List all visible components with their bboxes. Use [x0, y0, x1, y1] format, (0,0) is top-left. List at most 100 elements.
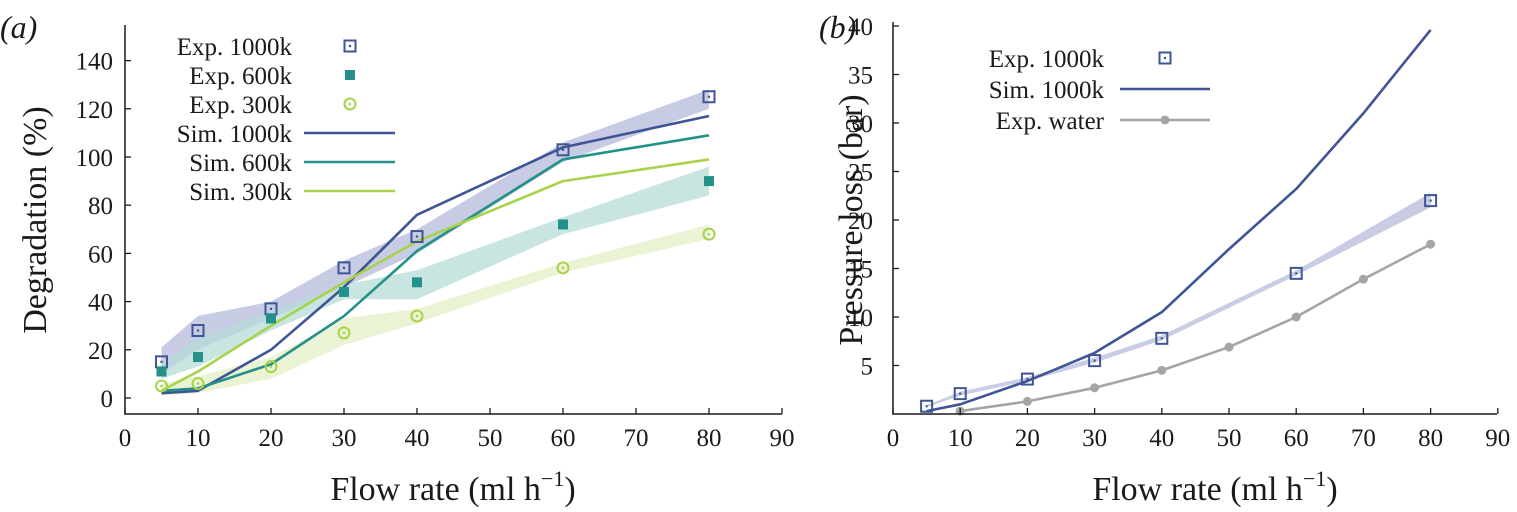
exp-water-point [1022, 396, 1032, 406]
exp-600k-point [156, 366, 167, 377]
legend-swatch-marker [1160, 115, 1170, 125]
x-tick-label: 20 [259, 425, 284, 452]
exp-600k-point [558, 219, 568, 230]
y-tick-label: 40 [88, 290, 113, 317]
legend-entry-sim-600k: Sim. 600k [189, 150, 395, 177]
exp-water-point [1358, 274, 1368, 284]
x-tick-label: 90 [1485, 425, 1510, 452]
y-tick-label: 80 [88, 193, 113, 220]
exp-1000k-point [410, 230, 424, 244]
legend-entry-sim-1000k: Sim. 1000k [177, 121, 395, 148]
exp-300k-band [161, 224, 709, 396]
legend-label: Exp. water [996, 108, 1105, 135]
y-tick-label: 140 [76, 49, 114, 76]
panel-b-markers [920, 194, 1438, 416]
x-tick-label: 60 [1284, 425, 1309, 452]
y-tick-label: 40 [848, 14, 873, 41]
exp-1000k-point [556, 143, 570, 157]
exp-300k-point [410, 309, 424, 323]
panel-b-legend: Exp. 1000k Sim. 1000k Exp. water [989, 46, 1210, 135]
y-tick-label: 120 [76, 97, 114, 124]
legend-entry-exp-600k: Exp. 600k [189, 63, 355, 90]
sim-300k-line [160, 158, 710, 392]
legend-label: Sim. 300k [189, 179, 292, 206]
panel-a-y-ticks: 0 20 40 60 80 100 120 140 [76, 49, 131, 413]
legend-label: Exp. 1000k [989, 46, 1105, 73]
exp-300k-point [556, 261, 570, 275]
legend-label: Exp. 300k [189, 92, 292, 119]
x-tick-label: 0 [119, 425, 132, 452]
panel-b-bands [926, 192, 1432, 408]
exp-water-point [1090, 383, 1100, 393]
exp-600k-band [161, 166, 709, 379]
legend-label: Exp. 600k [189, 63, 292, 90]
x-tick-label: 80 [697, 425, 722, 452]
exp-1000k-point [1155, 331, 1169, 345]
exp-600k-point [266, 313, 276, 324]
y-tick-label: 15 [848, 257, 873, 284]
y-tick-label: 30 [848, 111, 873, 138]
exp-300k-point [264, 360, 278, 374]
panel-b-y-ticks: 5 10 15 20 25 30 35 40 [848, 14, 899, 381]
sim-1000k-line [926, 29, 1432, 413]
panel-a-label: (a) [0, 9, 37, 45]
x-tick-label: 60 [551, 425, 576, 452]
x-tick-label: 30 [1082, 425, 1107, 452]
x-tick-label: 0 [887, 425, 900, 452]
exp-1000k-point [920, 399, 934, 413]
panel-a-markers [155, 90, 716, 393]
exp-1000k-point [337, 261, 351, 275]
panel-b-lines [926, 29, 1432, 413]
exp-300k-point [155, 379, 168, 393]
exp-300k-point [191, 377, 205, 391]
y-tick-label: 5 [861, 354, 874, 381]
y-tick-label: 20 [848, 208, 873, 235]
exp-1000k-point [1020, 372, 1034, 386]
y-tick-label: 60 [88, 241, 113, 268]
exp-1000k-point [702, 90, 716, 104]
legend-entry-sim-300k: Sim. 300k [189, 179, 395, 206]
exp-1000k-point [1088, 354, 1102, 368]
x-tick-label: 90 [770, 425, 795, 452]
exp-1000k-connector [926, 199, 1432, 408]
y-tick-label: 25 [848, 160, 873, 187]
x-tick-label: 50 [478, 425, 503, 452]
exp-1000k-point [1424, 194, 1438, 208]
legend-entry-exp-1000k: Exp. 1000k [177, 34, 357, 61]
panel-a-degradation-chart: (a) 0 10 20 30 40 50 60 70 80 90 0 20 40 60 80 100 120 1… [0, 9, 795, 508]
x-tick-label: 10 [948, 425, 973, 452]
y-tick-label: 20 [88, 338, 113, 365]
panel-a-x-axis-label: Flow rate (ml h−1) [330, 466, 575, 508]
legend-label: Sim. 600k [189, 150, 292, 177]
exp-600k-point [193, 352, 203, 363]
y-tick-label: 100 [76, 145, 114, 172]
exp-600k-point [339, 286, 349, 297]
y-tick-label: 0 [101, 386, 114, 413]
y-tick-label: 35 [848, 63, 873, 90]
legend-swatch-marker [343, 39, 357, 53]
panel-b-x-ticks: 0 10 20 30 40 50 60 70 80 90 [887, 408, 1510, 452]
legend-swatch-marker [1158, 51, 1172, 65]
panel-b-label: (b) [819, 9, 856, 45]
x-tick-label: 40 [405, 425, 430, 452]
y-tick-label: 10 [848, 305, 873, 332]
x-tick-label: 70 [624, 425, 649, 452]
panel-a-y-axis-label: Degradation (%) [17, 106, 54, 334]
exp-water-point [1224, 342, 1234, 352]
legend-swatch-marker [343, 97, 357, 111]
legend-entry-exp-300k: Exp. 300k [189, 92, 357, 119]
panel-b-y-axis-label: Pressure loss (bar) [833, 94, 870, 345]
panel-b-x-axis-label: Flow rate (ml h−1) [1092, 466, 1337, 508]
legend-label: Sim. 1000k [989, 77, 1105, 104]
exp-600k-point [412, 277, 422, 288]
exp-water-point [1426, 239, 1436, 249]
legend-entry-sim-1000k: Sim. 1000k [989, 77, 1210, 104]
legend-swatch-marker [345, 70, 355, 80]
x-tick-label: 70 [1351, 425, 1376, 452]
legend-entry-exp-1000k: Exp. 1000k [989, 46, 1172, 73]
exp-water-point [1157, 365, 1167, 375]
exp-1000k-point [1289, 266, 1303, 280]
panel-b-pressure-chart: (b) 0 10 20 30 40 50 60 70 80 90 510152025303540 … [819, 9, 1510, 508]
